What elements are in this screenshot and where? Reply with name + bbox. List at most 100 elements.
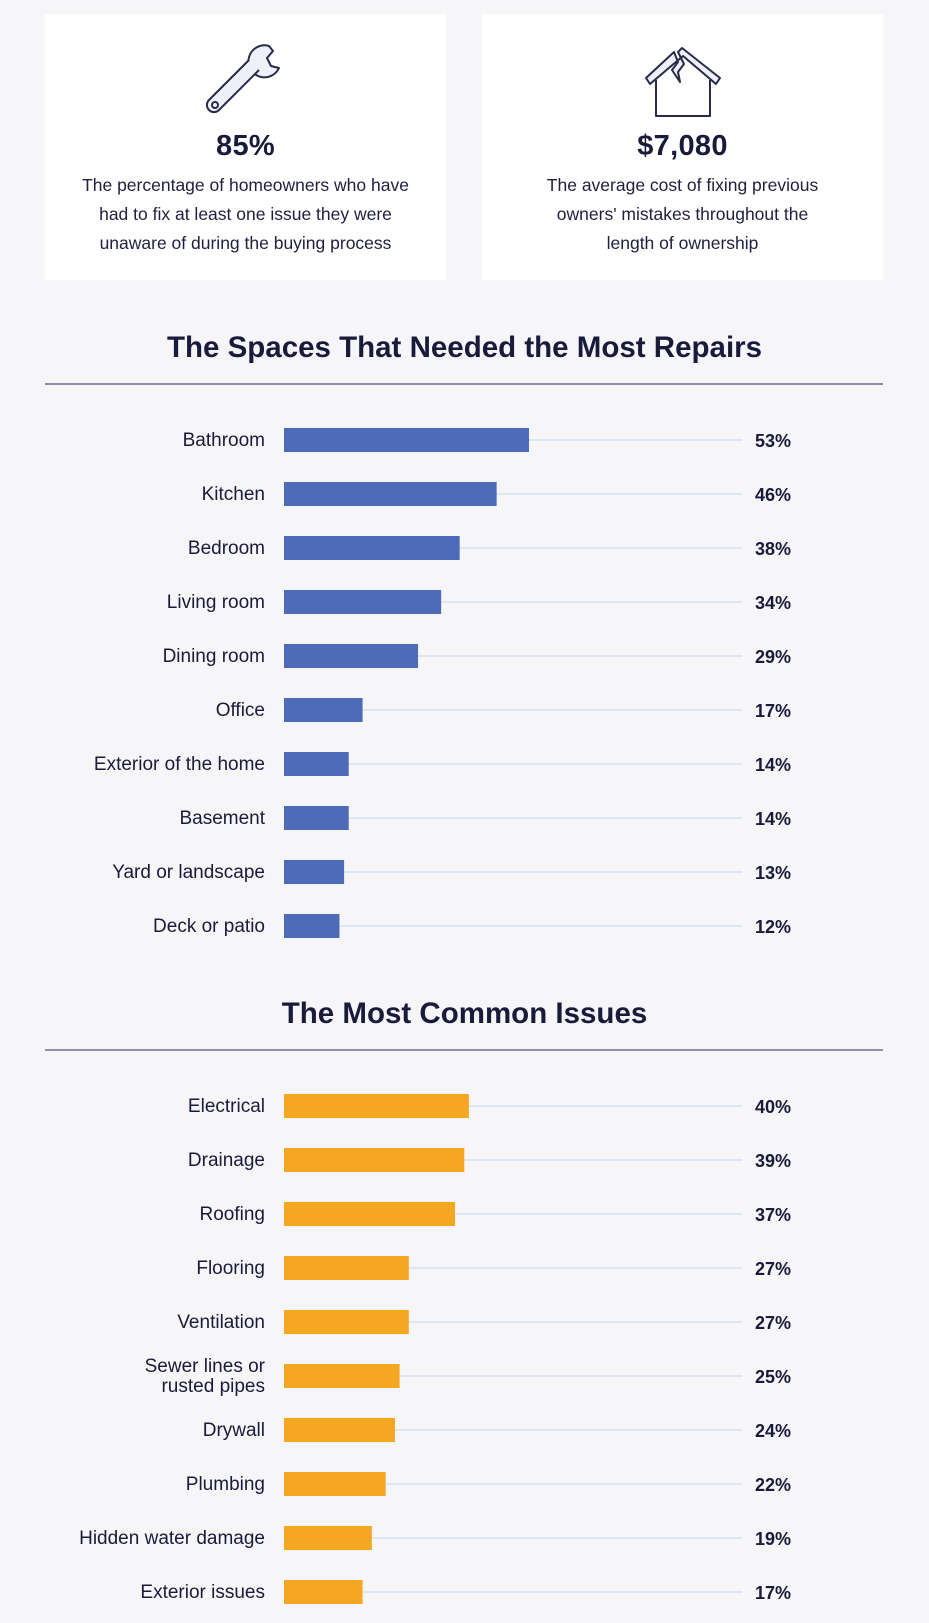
issues-category-label: Electrical: [188, 1096, 265, 1117]
spaces-bar: [284, 698, 363, 722]
spaces-bar: [284, 428, 529, 452]
issues-category-label: Roofing: [200, 1204, 266, 1225]
issues-bar: [284, 1310, 409, 1334]
issues-value-label: 27%: [755, 1259, 791, 1279]
spaces-bar: [284, 482, 497, 506]
spaces-category-label-line: Living room: [167, 592, 265, 613]
broken-house-icon: [644, 47, 721, 117]
issues-category-label-line: Drywall: [203, 1420, 265, 1441]
stat-description: The average cost of fixing previous owne…: [493, 171, 873, 258]
issues-bar: [284, 1148, 465, 1172]
spaces-category-label-line: Deck or patio: [153, 916, 265, 937]
spaces-value-label: 17%: [755, 701, 791, 721]
spaces-category-label: Dining room: [163, 646, 265, 667]
stat-description-line: The average cost of fixing previous: [546, 175, 819, 195]
stat-value: $7,080: [637, 130, 728, 162]
spaces-category-label: Bathroom: [183, 430, 265, 451]
spaces-bar: [284, 536, 460, 560]
issues-value-label: 24%: [755, 1421, 791, 1441]
issues-category-label: Drywall: [203, 1420, 265, 1441]
spaces-category-label-line: Yard or landscape: [112, 862, 265, 883]
spaces-bar: [284, 860, 345, 884]
issues-value-label: 19%: [755, 1529, 791, 1549]
issues-value-label: 25%: [755, 1367, 791, 1387]
spaces-value-label: 46%: [755, 485, 791, 505]
section-divider: [45, 383, 883, 385]
wrench-icon: [205, 44, 280, 114]
spaces-category-label: Office: [216, 700, 265, 721]
issues-category-label-line: Electrical: [188, 1096, 265, 1117]
issues-value-label: 22%: [755, 1475, 791, 1495]
spaces-category-label-line: Bathroom: [183, 430, 265, 451]
spaces-category-label-line: Bedroom: [188, 538, 265, 559]
spaces-bar: [284, 644, 419, 668]
spaces-category-label: Basement: [179, 808, 265, 829]
issues-bar: [284, 1256, 409, 1280]
spaces-bar: [284, 806, 349, 830]
spaces-category-label-line: Basement: [179, 808, 265, 829]
stat-description-line: owners' mistakes throughout the: [556, 204, 809, 224]
spaces-value-label: 14%: [755, 809, 791, 829]
stat-card-cost: $7,080 The average cost of fixing previo…: [482, 14, 883, 280]
chart-title-issues: The Most Common Issues: [281, 997, 648, 1030]
spaces-value-label: 34%: [755, 593, 791, 613]
spaces-category-label: Deck or patio: [153, 916, 265, 937]
chart-title-spaces: The Spaces That Needed the Most Repairs: [166, 331, 763, 364]
issues-category-label-line: Hidden water damage: [79, 1528, 265, 1549]
issues-category-label: Flooring: [196, 1258, 265, 1279]
spaces-category-label: Living room: [167, 592, 265, 613]
spaces-bar: [284, 590, 442, 614]
issues-value-label: 37%: [755, 1205, 791, 1225]
stat-value: 85%: [216, 130, 275, 162]
spaces-category-label-line: Office: [216, 700, 265, 721]
spaces-value-label: 14%: [755, 755, 791, 775]
stat-card-homeowners: 85% The percentage of homeowners who hav…: [45, 14, 446, 280]
spaces-category-label-line: Kitchen: [202, 484, 265, 505]
issues-category-label: Drainage: [188, 1150, 265, 1171]
spaces-category-label-line: Exterior of the home: [94, 754, 265, 775]
issues-category-label-line: Plumbing: [186, 1474, 265, 1495]
issues-category-label-line: Drainage: [188, 1150, 265, 1171]
issues-bar: [284, 1418, 395, 1442]
stat-description-line: unaware of during the buying process: [99, 233, 392, 253]
spaces-value-label: 29%: [755, 647, 791, 667]
issues-category-label: Hidden water damage: [79, 1528, 265, 1549]
issues-category-label: Exterior issues: [140, 1582, 265, 1603]
issues-category-label-line: Flooring: [196, 1258, 265, 1279]
spaces-value-label: 38%: [755, 539, 791, 559]
issues-category-label: Plumbing: [186, 1474, 265, 1495]
spaces-category-label: Exterior of the home: [94, 754, 265, 775]
issues-bar: [284, 1094, 469, 1118]
issues-category-label-line: rusted pipes: [161, 1376, 265, 1397]
issues-value-label: 40%: [755, 1097, 791, 1117]
spaces-value-label: 53%: [755, 431, 791, 451]
issues-value-label: 27%: [755, 1313, 791, 1333]
spaces-bar: [284, 914, 340, 938]
spaces-value-label: 12%: [755, 917, 791, 937]
issues-category-label-line: Roofing: [200, 1204, 266, 1225]
spaces-category-label: Yard or landscape: [112, 862, 265, 883]
issues-bar: [284, 1580, 363, 1604]
issues-bar: [284, 1364, 400, 1388]
issues-value-label: 39%: [755, 1151, 791, 1171]
stat-description-line: had to fix at least one issue they were: [99, 204, 392, 224]
stat-description-line: length of ownership: [606, 233, 759, 253]
issues-value-label: 17%: [755, 1583, 791, 1603]
issues-category-label: Sewer lines or rusted pipes: [145, 1356, 266, 1397]
stat-description: The percentage of homeowners who have ha…: [56, 171, 436, 258]
issues-category-label-line: Sewer lines or: [145, 1356, 266, 1377]
issues-bar: [284, 1526, 372, 1550]
issues-bar: [284, 1472, 386, 1496]
spaces-category-label: Bedroom: [188, 538, 265, 559]
spaces-bar: [284, 752, 349, 776]
stat-description-line: The percentage of homeowners who have: [82, 175, 409, 195]
issues-bar-chart: Electrical 40% Drainage 39% Roofing 37% Floori…: [79, 1094, 791, 1604]
spaces-category-label: Kitchen: [202, 484, 265, 505]
spaces-bar-chart: Bathroom 53% Kitchen 46% Bedroom 38% Living ro…: [94, 428, 791, 938]
section-divider: [45, 1049, 883, 1051]
issues-category-label: Ventilation: [177, 1312, 265, 1333]
issues-bar: [284, 1202, 456, 1226]
issues-category-label-line: Ventilation: [177, 1312, 265, 1333]
spaces-category-label-line: Dining room: [163, 646, 265, 667]
spaces-value-label: 13%: [755, 863, 791, 883]
